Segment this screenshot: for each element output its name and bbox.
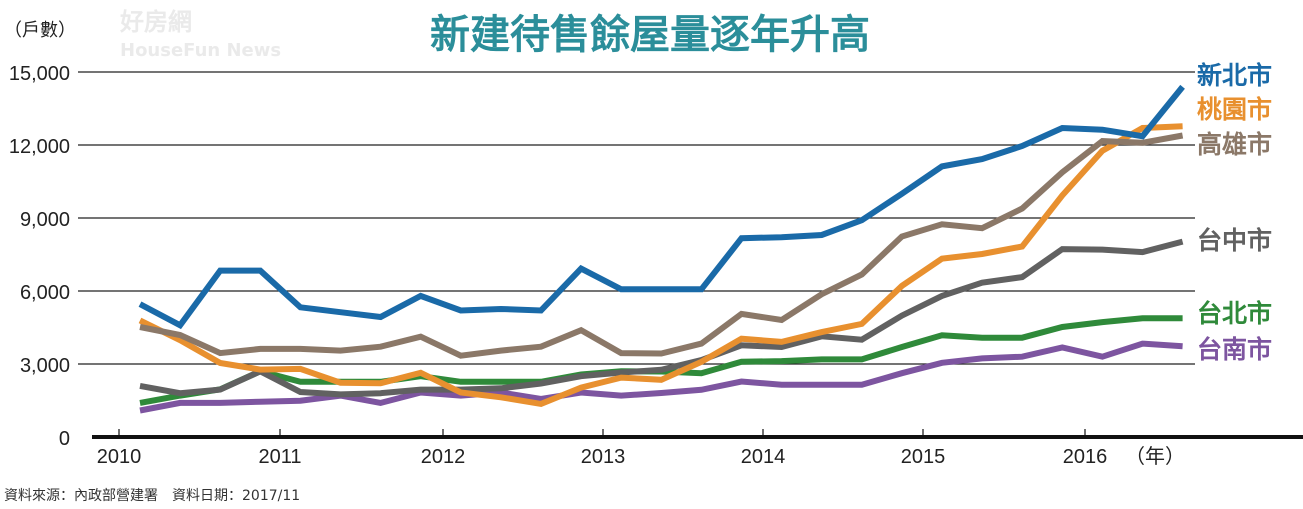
y-tick-label: 0 (59, 428, 70, 450)
series-label-taoyuan: 桃園市 (1197, 95, 1272, 124)
y-tick-label: 6,000 (20, 282, 70, 304)
y-axis-label: （戶數） (4, 20, 76, 41)
y-tick-label: 15,000 (9, 63, 70, 85)
x-tick-label: 2010 (97, 446, 142, 468)
x-tick-label: 2011 (258, 446, 301, 468)
x-axis: 2010 2011 2012 2013 2014 2015 2016 (92, 429, 1303, 468)
series-label-new-taipei: 新北市 (1197, 61, 1272, 90)
y-tick-label: 3,000 (20, 355, 70, 377)
series-lines (138, 84, 1185, 414)
y-tick-label: 12,000 (9, 136, 70, 158)
series-label-taipei: 台北市 (1197, 299, 1272, 328)
x-tick-label: 2013 (581, 446, 626, 468)
series-label-kaohsiung: 高雄市 (1197, 130, 1272, 159)
series-line-新北市 (138, 84, 1185, 330)
x-tick-label: 2014 (741, 446, 786, 468)
x-axis-label: （年） (1125, 445, 1185, 468)
x-tick-label: 2012 (421, 446, 466, 468)
y-ticks: 0 3,000 6,000 9,000 12,000 15,000 (9, 63, 70, 450)
series-line-桃園市 (138, 123, 1183, 407)
series-line-高雄市 (139, 132, 1184, 359)
svg-text:HouseFun News: HouseFun News (120, 40, 281, 61)
watermark: 好房網 HouseFun News (119, 8, 281, 61)
series-label-taichung: 台中市 (1197, 226, 1272, 255)
chart-title: 新建待售餘屋量逐年升高 (430, 12, 870, 58)
series-label-tainan: 台南市 (1197, 335, 1272, 364)
svg-text:好房網: 好房網 (119, 8, 192, 36)
x-tick-label: 2016 (1063, 446, 1108, 468)
gridlines (78, 71, 1195, 365)
source-note: 資料來源：內政部營建署 資料日期：2017/11 (4, 488, 300, 504)
y-tick-label: 9,000 (20, 209, 70, 231)
legend: 新北市 桃園市 高雄市 台中市 台北市 台南市 (1197, 61, 1272, 364)
x-tick-label: 2015 (901, 446, 946, 468)
series-line-台南市 (139, 340, 1183, 414)
series-line-台中市 (139, 238, 1184, 398)
